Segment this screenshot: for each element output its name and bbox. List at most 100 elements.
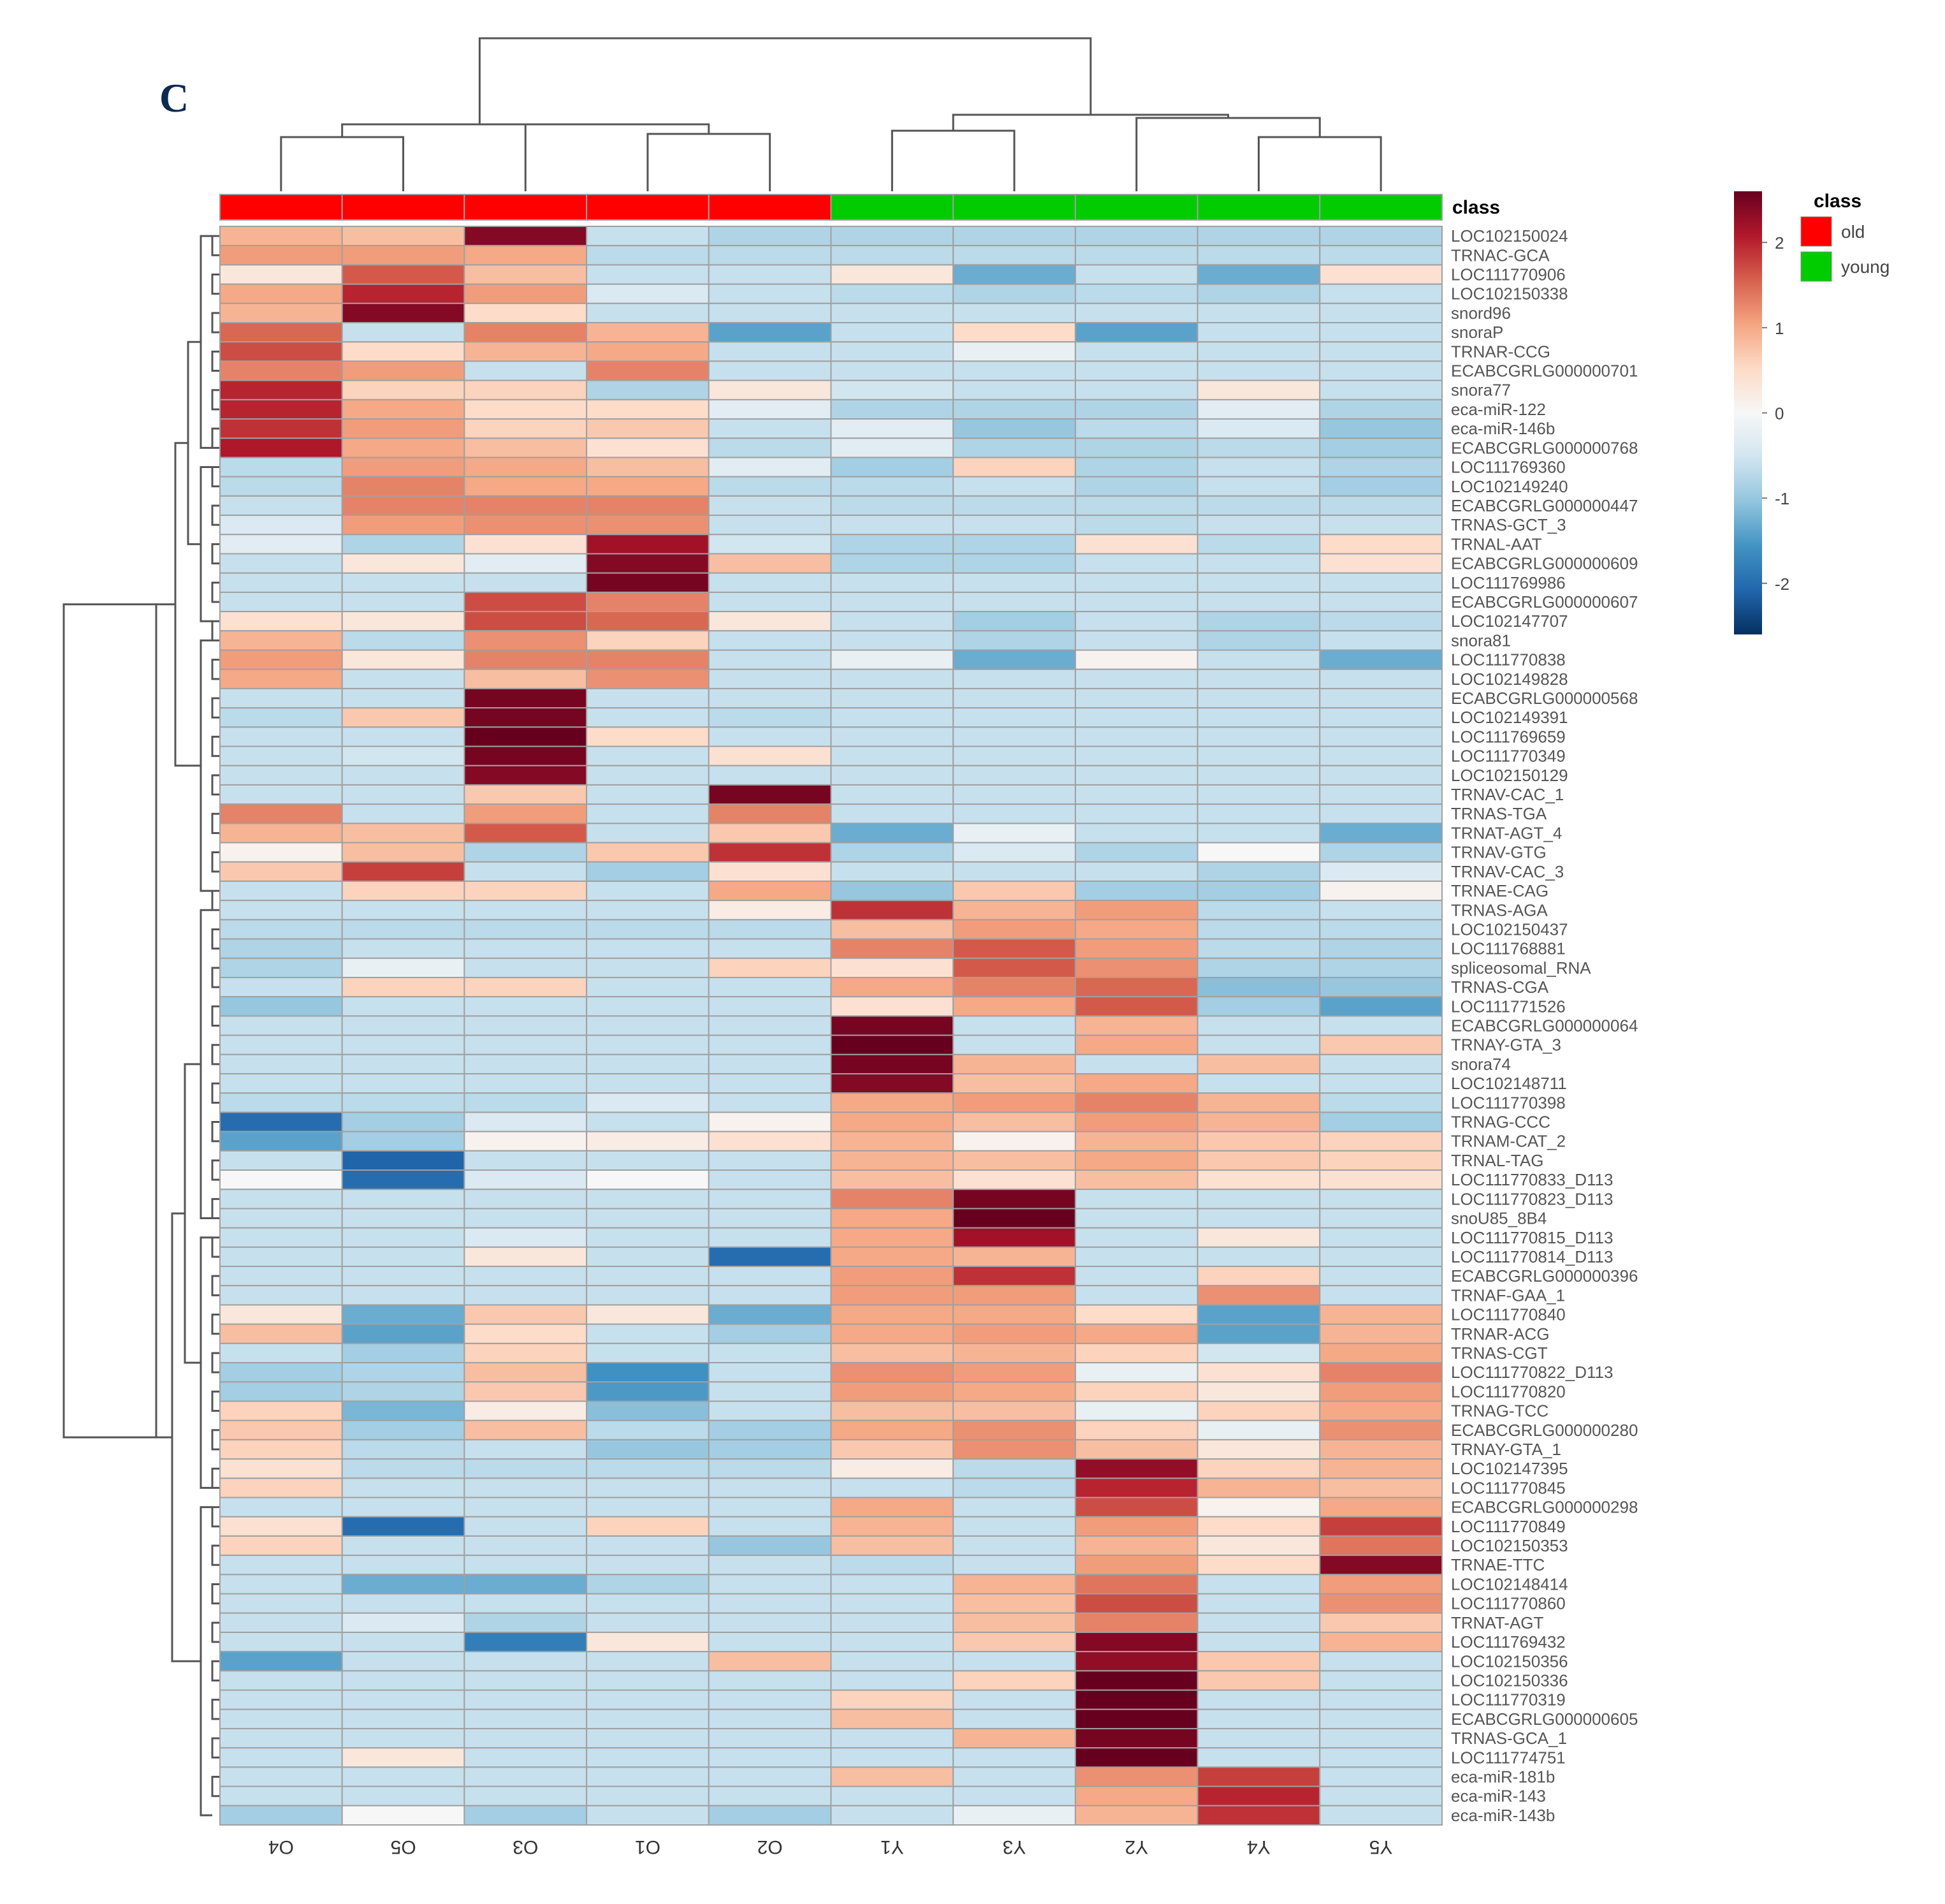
heatmap-cell — [1197, 842, 1321, 863]
heatmap-cell — [1197, 572, 1321, 593]
heatmap-cell — [1319, 226, 1443, 247]
heatmap-cell — [1319, 726, 1443, 747]
heatmap-cell — [463, 1805, 588, 1826]
heatmap-cell — [1074, 553, 1198, 574]
heatmap-cell — [1197, 1342, 1321, 1364]
heatmap-cell — [341, 803, 465, 824]
heatmap-cell — [586, 1670, 710, 1691]
heatmap-cell — [219, 1419, 343, 1440]
heatmap-cell — [708, 379, 832, 400]
row-label: ECABCGRLG000000768 — [1451, 438, 1638, 457]
heatmap-cell — [463, 1150, 588, 1171]
heatmap-cell — [219, 880, 343, 902]
heatmap-cell — [830, 707, 954, 728]
heatmap-cell — [586, 1285, 710, 1306]
row-label: LOC111768881 — [1451, 939, 1566, 958]
heatmap-cell — [586, 1131, 710, 1152]
heatmap-cell — [463, 1131, 588, 1152]
heatmap-cell — [219, 1073, 343, 1094]
heatmap-cell — [830, 437, 954, 458]
heatmap-cell — [219, 1805, 343, 1826]
heatmap-cell — [219, 379, 343, 400]
heatmap-cell — [1074, 976, 1198, 998]
heatmap-cell — [708, 938, 832, 959]
heatmap-cell — [586, 842, 710, 863]
dendro-leaf-link — [211, 735, 220, 758]
heatmap-cell — [1197, 880, 1321, 902]
heatmap-cell — [1197, 649, 1321, 670]
heatmap-cell — [341, 1092, 465, 1113]
heatmap-cell — [463, 360, 588, 381]
heatmap-cell — [952, 707, 1076, 728]
row-label: LOC111770319 — [1451, 1690, 1566, 1710]
heatmap-cell — [463, 226, 588, 247]
heatmap-cell — [219, 1651, 343, 1672]
heatmap-cell — [341, 668, 465, 689]
heatmap-cell — [219, 1285, 343, 1306]
heatmap-cell — [1074, 880, 1198, 902]
heatmap-cell — [219, 1612, 343, 1633]
heatmap-cell — [586, 1477, 710, 1498]
heatmap-cell — [830, 1266, 954, 1287]
heatmap-cell — [1319, 1670, 1443, 1691]
heatmap-cell — [952, 1266, 1076, 1287]
heatmap-cell — [341, 341, 465, 362]
dendro-leaf-link — [211, 620, 220, 641]
heatmap-cell — [1197, 745, 1321, 766]
heatmap-cell — [1074, 1362, 1198, 1383]
dendro-leaf-link — [211, 1159, 220, 1181]
heatmap-cell — [1074, 784, 1198, 805]
heatmap-cell — [219, 1208, 343, 1229]
heatmap-cell — [830, 495, 954, 516]
heatmap-cell — [1319, 1400, 1443, 1421]
heatmap-cell — [463, 938, 588, 959]
row-label: TRNAV-CAC_3 — [1451, 862, 1564, 881]
heatmap-cell — [341, 1689, 465, 1710]
heatmap-cell — [952, 1497, 1076, 1518]
heatmap-cell — [708, 1631, 832, 1653]
heatmap-cell — [1319, 1766, 1443, 1787]
heatmap-cell — [341, 1516, 465, 1537]
heatmap-cell — [952, 1689, 1076, 1710]
heatmap-cell — [586, 1612, 710, 1633]
heatmap-cell — [463, 1593, 588, 1614]
column-label: Y4 — [1247, 1836, 1271, 1857]
heatmap-cell — [1197, 1535, 1321, 1556]
heatmap-cell — [219, 1150, 343, 1171]
heatmap-cell — [341, 1131, 465, 1152]
row-label: LOC102149240 — [1451, 477, 1568, 496]
class-annotation-bar — [219, 194, 1443, 221]
heatmap-cell — [830, 1304, 954, 1325]
heatmap-cell — [586, 1631, 710, 1653]
heatmap-cell — [586, 1708, 710, 1729]
row-label: TRNAE-TTC — [1451, 1555, 1545, 1574]
heatmap-cell — [586, 515, 710, 536]
heatmap-cell — [463, 1189, 588, 1210]
heatmap-cell — [952, 919, 1076, 940]
heatmap-cell — [219, 1323, 343, 1344]
row-label: LOC102150338 — [1451, 284, 1568, 304]
heatmap-cell — [219, 803, 343, 824]
class-legend-title: class — [1814, 191, 1861, 212]
heatmap-cell — [1074, 572, 1198, 593]
heatmap-cell — [952, 1419, 1076, 1440]
heatmap-cell — [1319, 957, 1443, 978]
heatmap-cell — [586, 360, 710, 381]
heatmap-cell — [1074, 1400, 1198, 1421]
heatmap-cell — [830, 1785, 954, 1806]
row-label: snora77 — [1451, 381, 1511, 400]
heatmap-cell — [463, 1689, 588, 1710]
row-label: TRNAY-GTA_1 — [1451, 1440, 1561, 1459]
heatmap-cell — [219, 553, 343, 574]
heatmap-cell — [219, 668, 343, 689]
heatmap-cell — [1319, 880, 1443, 902]
heatmap-cell — [219, 1053, 343, 1075]
heatmap-cell — [1197, 1285, 1321, 1306]
heatmap-cell — [952, 1535, 1076, 1556]
heatmap-cell — [952, 264, 1076, 285]
heatmap-cell — [952, 1092, 1076, 1113]
heatmap-cell — [341, 476, 465, 497]
heatmap-cell — [341, 1747, 465, 1768]
heatmap-cell — [463, 1053, 588, 1075]
heatmap-cell — [341, 707, 465, 728]
